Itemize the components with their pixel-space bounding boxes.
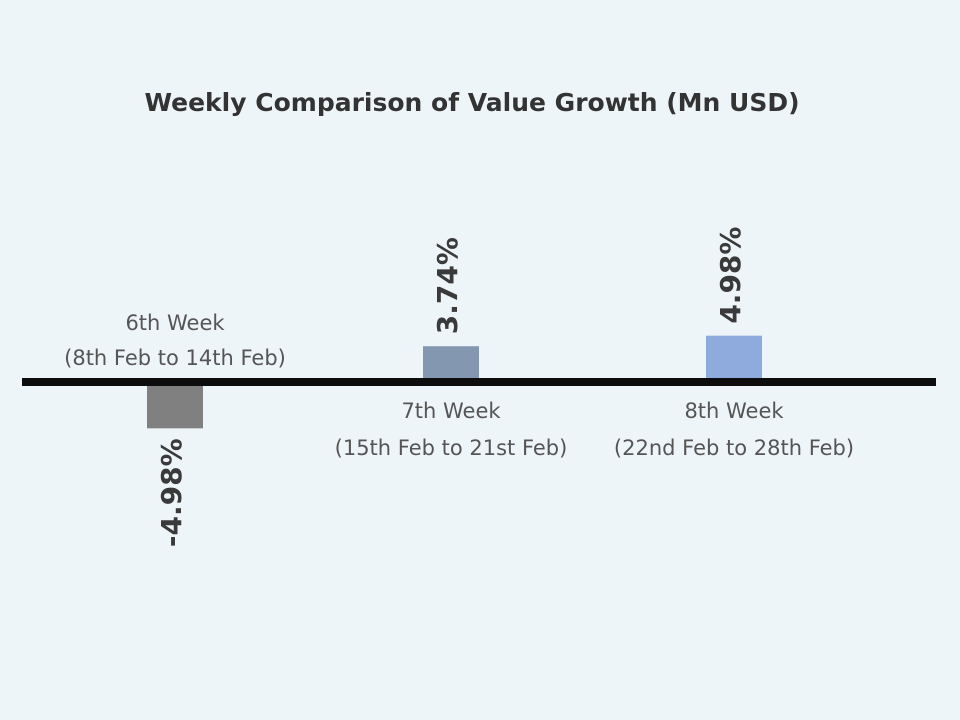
bar-2: [423, 346, 479, 378]
category-label-1-line2: (8th Feb to 14th Feb): [64, 346, 286, 370]
category-label-2-line2: (15th Feb to 21st Feb): [335, 436, 568, 460]
category-label-1-line1: 6th Week: [125, 311, 225, 335]
value-label-2: 3.74%: [431, 237, 464, 334]
value-label-3: 4.98%: [714, 227, 747, 324]
category-label-2-line1: 7th Week: [401, 399, 501, 423]
chart-title: Weekly Comparison of Value Growth (Mn US…: [144, 88, 800, 117]
value-label-1: -4.98%: [155, 438, 188, 547]
category-label-3-line2: (22nd Feb to 28th Feb): [614, 436, 854, 460]
bar-1: [147, 386, 203, 429]
category-label-3-line1: 8th Week: [684, 399, 784, 423]
bar-3: [706, 335, 762, 378]
